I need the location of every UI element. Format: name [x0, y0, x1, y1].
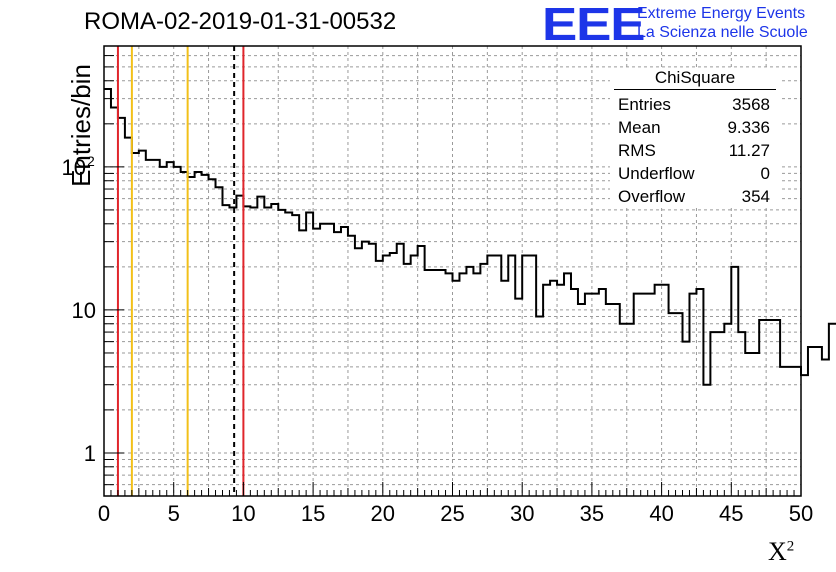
x-tick-label: 45 — [719, 501, 743, 526]
logo-line-2: La Scienza nelle Scuole — [637, 24, 808, 41]
x-tick-label: 5 — [168, 501, 180, 526]
x-tick-label: 40 — [649, 501, 673, 526]
x-axis-label-superscript: 2 — [786, 538, 795, 555]
logo-caption: Extreme Energy Events La Scienza nelle S… — [637, 4, 808, 42]
stats-label: Entries — [618, 95, 671, 114]
vertical-marker-lines — [116, 46, 245, 496]
stats-value: 3568 — [732, 95, 770, 114]
stats-row-entries: Entries 3568 — [610, 93, 780, 116]
x-tick-label: 50 — [789, 501, 813, 526]
stats-label: Underflow — [618, 164, 695, 183]
x-axis-label: X2 — [768, 537, 794, 567]
stats-box: ChiSquare Entries 3568 Mean 9.336 RMS 11.27… — [610, 68, 780, 208]
logo-line-1: Extreme Energy Events — [637, 5, 806, 22]
stats-value: 9.336 — [727, 118, 770, 137]
axis-ticks — [103, 45, 802, 497]
stats-title: ChiSquare — [614, 68, 776, 90]
stats-row-rms: RMS 11.27 — [610, 139, 780, 162]
x-tick-label: 10 — [231, 501, 255, 526]
stats-value: 0 — [760, 164, 770, 183]
eee-logo: EEE — [542, 0, 646, 50]
stats-value: 11.27 — [728, 141, 770, 160]
x-tick-label: 25 — [440, 501, 464, 526]
stats-label: RMS — [618, 141, 656, 160]
stats-label: Mean — [618, 118, 661, 137]
stats-rows: Entries 3568 Mean 9.336 RMS 11.27 Underflow… — [610, 93, 780, 208]
stats-row-mean: Mean 9.336 — [610, 116, 780, 139]
x-tick-label: 20 — [371, 501, 395, 526]
histogram-line — [104, 88, 836, 386]
x-tick-label: 0 — [98, 501, 110, 526]
x-tick-label: 35 — [580, 501, 604, 526]
y-tick-label: 1 — [84, 441, 96, 466]
x-axis-label-base: X — [768, 537, 787, 566]
y-tick-label-sup: 2 — [87, 153, 95, 169]
stats-row-underflow: Underflow 0 — [610, 162, 780, 185]
histogram-bars — [104, 88, 836, 386]
x-tick-label: 15 — [301, 501, 325, 526]
stats-value: 354 — [741, 187, 770, 206]
stats-label: Overflow — [618, 187, 686, 206]
x-tick-label: 30 — [510, 501, 534, 526]
y-tick-label: 10 — [72, 298, 96, 323]
stats-row-overflow: Overflow 354 — [610, 185, 780, 208]
y-tick-label: 10 — [62, 155, 86, 180]
y-axis-label: Entries/bin — [65, 64, 96, 187]
chart-title: ROMA-02-2019-01-31-00532 — [84, 8, 397, 35]
